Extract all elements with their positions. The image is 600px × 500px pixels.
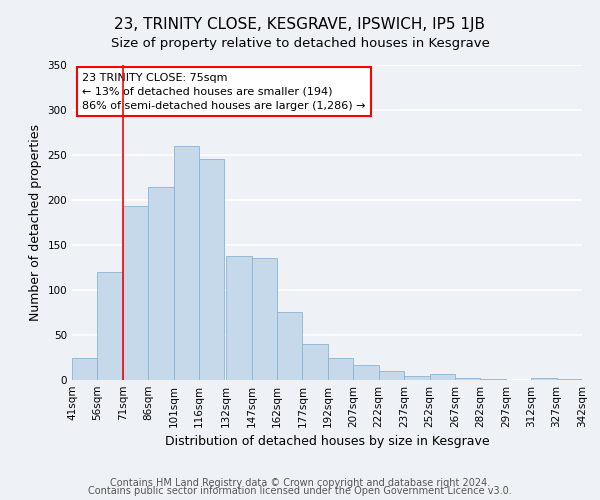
Bar <box>277 312 302 380</box>
Bar <box>404 376 430 380</box>
Bar <box>148 186 173 380</box>
Bar <box>379 371 404 380</box>
Bar <box>97 272 123 380</box>
Bar <box>328 358 353 380</box>
Bar <box>226 256 251 380</box>
Bar <box>481 379 506 380</box>
Bar <box>123 206 148 380</box>
Text: Contains HM Land Registry data © Crown copyright and database right 2024.: Contains HM Land Registry data © Crown c… <box>110 478 490 488</box>
Text: 23 TRINITY CLOSE: 75sqm
← 13% of detached houses are smaller (194)
86% of semi-d: 23 TRINITY CLOSE: 75sqm ← 13% of detache… <box>82 73 366 111</box>
Bar <box>531 378 557 380</box>
X-axis label: Distribution of detached houses by size in Kesgrave: Distribution of detached houses by size … <box>164 436 490 448</box>
Text: Contains public sector information licensed under the Open Government Licence v3: Contains public sector information licen… <box>88 486 512 496</box>
Text: 23, TRINITY CLOSE, KESGRAVE, IPSWICH, IP5 1JB: 23, TRINITY CLOSE, KESGRAVE, IPSWICH, IP… <box>115 18 485 32</box>
Bar <box>353 364 379 380</box>
Bar <box>72 358 97 380</box>
Bar <box>173 146 199 380</box>
Bar <box>199 158 224 380</box>
Bar <box>302 344 328 380</box>
Bar <box>455 378 481 380</box>
Text: Size of property relative to detached houses in Kesgrave: Size of property relative to detached ho… <box>110 38 490 51</box>
Bar <box>430 374 455 380</box>
Bar <box>251 258 277 380</box>
Bar <box>557 379 582 380</box>
Y-axis label: Number of detached properties: Number of detached properties <box>29 124 42 321</box>
